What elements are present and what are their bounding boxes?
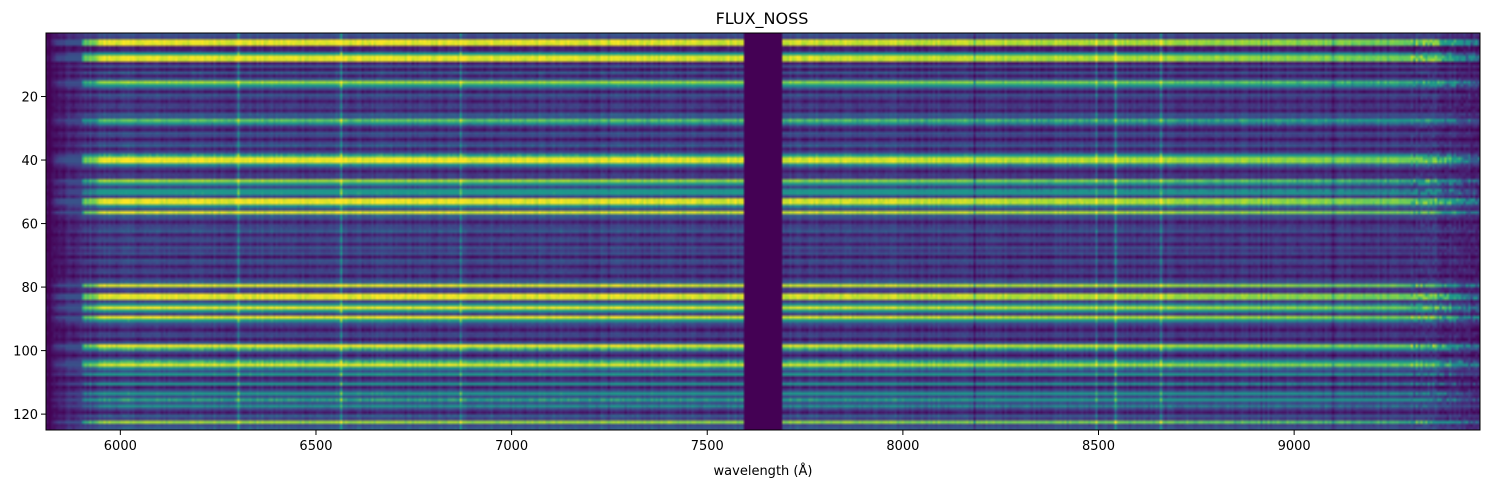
x-tick-label: 7000 bbox=[495, 439, 528, 454]
x-axis: 6000 6500 7000 7500 8000 8500 9000 bbox=[104, 430, 1311, 454]
heatmap-raster bbox=[46, 33, 1480, 430]
x-tick-label: 9000 bbox=[1278, 439, 1311, 454]
x-tick-label: 8000 bbox=[886, 439, 919, 454]
y-tick-label: 120 bbox=[13, 408, 38, 423]
y-tick-label: 80 bbox=[21, 281, 38, 296]
x-axis-label: wavelength (Å) bbox=[714, 463, 813, 479]
heatmap-image bbox=[46, 33, 1480, 430]
y-tick-label: 40 bbox=[21, 154, 38, 169]
y-tick-label: 100 bbox=[13, 345, 38, 360]
y-axis: 20 40 60 80 100 120 bbox=[13, 91, 46, 423]
chart-title: FLUX_NOSS bbox=[716, 9, 809, 29]
x-tick-label: 7500 bbox=[691, 439, 724, 454]
y-tick-label: 60 bbox=[21, 218, 38, 233]
x-tick-label: 6500 bbox=[299, 439, 332, 454]
x-tick-label: 8500 bbox=[1082, 439, 1115, 454]
x-tick-label: 6000 bbox=[104, 439, 137, 454]
plot-frame bbox=[45, 32, 1481, 431]
y-tick-label: 20 bbox=[21, 91, 38, 106]
